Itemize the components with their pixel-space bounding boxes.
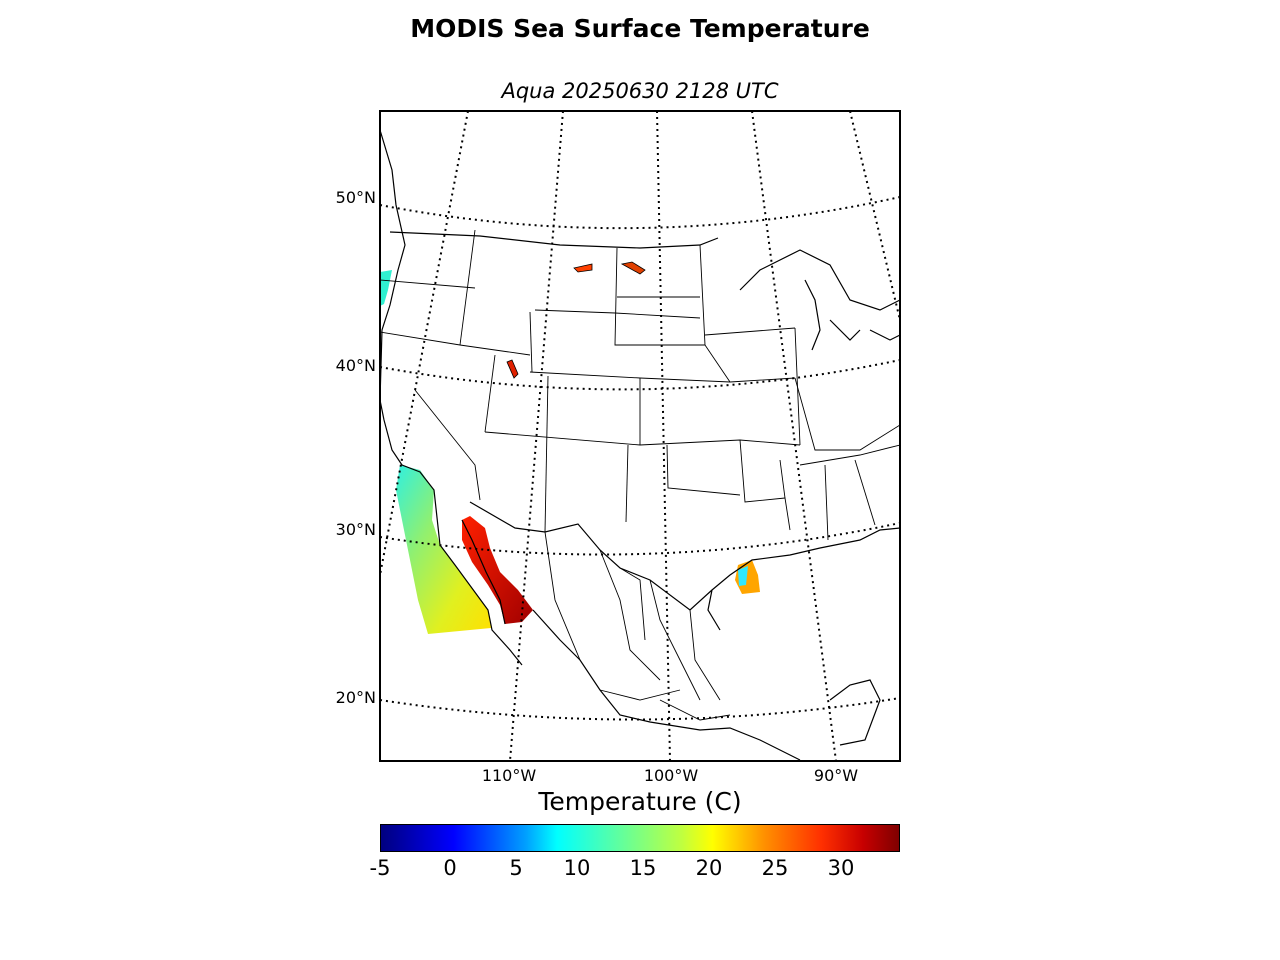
sst-swath-oregon xyxy=(380,270,392,306)
chart-subtitle: Aqua 20250630 2128 UTC xyxy=(501,79,779,103)
lat-label-20n: 20°N xyxy=(335,688,376,707)
colorbar-tick: 0 xyxy=(443,856,457,880)
colorbar-tick: 25 xyxy=(761,856,789,880)
colorbar-tick: 5 xyxy=(509,856,523,880)
map-frame xyxy=(379,110,901,762)
lon-label-110w: 110°W xyxy=(481,766,537,785)
colorbar-tick: 30 xyxy=(827,856,855,880)
lat-label-50n: 50°N xyxy=(335,188,376,207)
lat-label-30n: 30°N xyxy=(335,520,376,539)
sst-swath-pacific xyxy=(396,465,491,634)
colorbar-tick: 10 xyxy=(563,856,591,880)
colorbar-tick: 20 xyxy=(695,856,723,880)
lon-label-100w: 100°W xyxy=(643,766,699,785)
chart-title: MODIS Sea Surface Temperature xyxy=(410,14,870,43)
colorbar xyxy=(380,824,900,852)
lat-label-40n: 40°N xyxy=(335,356,376,375)
colorbar-label: Temperature (C) xyxy=(538,787,742,816)
colorbar-tick: -5 xyxy=(369,856,391,880)
sst-swath-gulf-of-california xyxy=(462,516,533,624)
colorbar-tick: 15 xyxy=(629,856,657,880)
lon-label-90w: 90°W xyxy=(813,766,859,785)
